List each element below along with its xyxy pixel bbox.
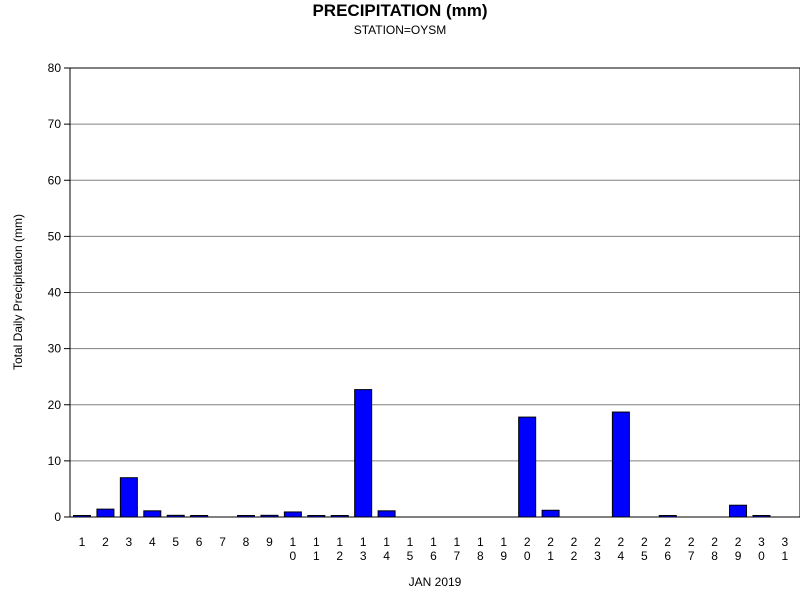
y-tick-label: 80 [48,61,62,75]
bars [73,389,771,518]
y-tick-label: 60 [48,173,62,187]
y-tick-label: 70 [48,117,62,131]
bar [518,416,537,518]
x-tick-label: 2 [102,535,109,549]
bar [119,477,138,518]
bar [143,510,162,518]
x-tick-label: 9 [266,535,273,549]
x-axis-ticks: 1 2 3 4 5 6 7 8 9 1 01 11 21 31 41 51 61 71 81 92 02 12 22 32 42… [79,535,789,563]
chart-subtitle: STATION=OYSM [353,23,447,37]
y-tick-label: 40 [48,286,62,300]
bar [729,504,748,518]
bar [354,389,373,518]
x-tick-label: 5 [172,535,179,549]
gridlines [70,67,800,462]
y-axis-label: Total Daily Precipitation (mm) [11,214,25,370]
x-tick-label: 3 [126,535,133,549]
x-tick-label: 1 [79,535,86,549]
y-tick-label: 10 [48,454,62,468]
chart-title: PRECIPITATION (mm) [312,1,488,20]
y-tick-label: 20 [48,398,62,412]
y-tick-label: 30 [48,342,62,356]
bar [96,508,115,518]
y-tick-label: 0 [54,510,61,524]
y-tick-label: 50 [48,229,62,243]
bar [377,510,396,518]
bar [283,511,302,518]
bar [541,509,560,518]
x-tick-label: 7 [219,535,226,549]
x-tick-label: 8 [243,535,250,549]
x-tick-label: 4 [149,535,156,549]
y-axis-ticks: 0 10 20 30 40 50 60 70 80 [48,61,70,524]
x-tick-label: 6 [196,535,203,549]
bar [611,411,630,518]
x-axis-label: JAN 2019 [409,575,462,589]
